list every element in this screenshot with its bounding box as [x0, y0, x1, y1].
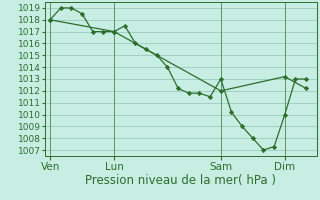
X-axis label: Pression niveau de la mer( hPa ): Pression niveau de la mer( hPa )	[85, 174, 276, 187]
